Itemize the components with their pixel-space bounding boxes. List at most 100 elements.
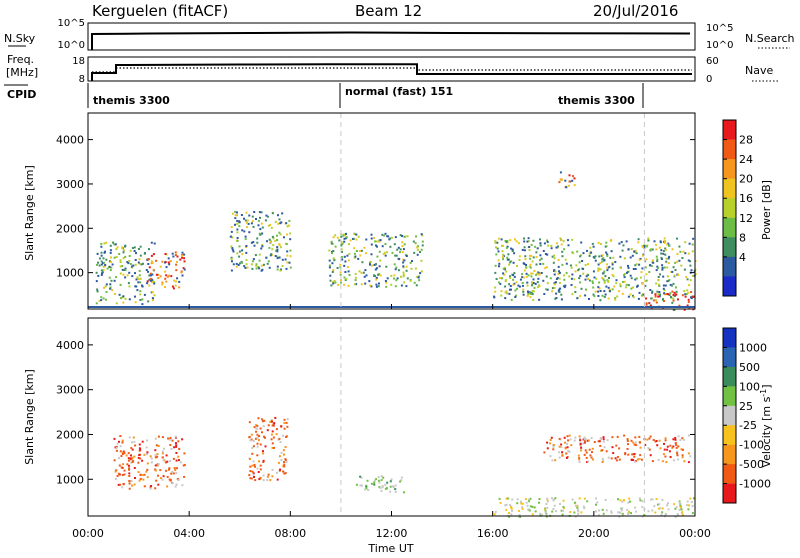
heatmap-cell <box>139 281 142 284</box>
heatmap-cell <box>370 243 373 246</box>
heatmap-cell <box>549 442 552 445</box>
heatmap-cell <box>401 235 404 237</box>
heatmap-cell <box>493 296 496 299</box>
heatmap-cell <box>508 263 511 266</box>
heatmap-cell <box>365 274 368 277</box>
heatmap-cell <box>611 288 614 291</box>
heatmap-cell <box>417 245 420 248</box>
heatmap-cell <box>250 263 253 266</box>
heatmap-cell <box>183 452 186 455</box>
heatmap-cell <box>146 280 149 283</box>
heatmap-cell <box>683 460 686 463</box>
colorbar-swatch <box>723 405 736 426</box>
heatmap-cell <box>244 237 247 240</box>
heatmap-cell <box>510 506 513 509</box>
heatmap-cell <box>400 479 403 482</box>
heatmap-cell <box>360 271 363 274</box>
heatmap-cell <box>276 478 279 481</box>
nsky-trace <box>91 31 691 50</box>
heatmap-cell <box>643 244 646 247</box>
heatmap-cell <box>625 283 628 286</box>
heatmap-cell <box>375 240 378 243</box>
heatmap-cell <box>364 282 367 285</box>
heatmap-cell <box>139 457 142 460</box>
heatmap-cell <box>524 498 527 501</box>
heatmap-cell <box>104 250 106 253</box>
heatmap-cell <box>527 240 530 243</box>
heatmap-cell <box>183 475 186 478</box>
heatmap-cell <box>396 248 399 251</box>
heatmap-cell <box>122 295 125 298</box>
heatmap-cell <box>553 286 556 289</box>
heatmap-cell <box>162 459 165 461</box>
heatmap-cell <box>379 259 382 262</box>
colorbar-frame <box>722 119 737 297</box>
heatmap-cell <box>630 248 633 251</box>
heatmap-cell <box>279 222 282 225</box>
heatmap-cell <box>666 266 669 269</box>
heatmap-cell <box>166 460 169 463</box>
heatmap-cell <box>124 245 126 248</box>
heatmap-cell <box>599 243 602 245</box>
heatmap-cell <box>619 255 622 258</box>
heatmap-cell <box>527 508 530 511</box>
heatmap-cell <box>256 241 259 244</box>
heatmap-cell <box>509 261 512 264</box>
heatmap-cell <box>601 449 604 452</box>
heatmap-cell <box>555 292 558 295</box>
heatmap-cell <box>251 267 254 270</box>
heatmap-cell <box>677 458 680 461</box>
heatmap-cell <box>540 257 543 260</box>
heatmap-cell <box>672 445 675 448</box>
heatmap-cell <box>603 270 606 273</box>
heatmap-cell <box>262 450 264 453</box>
heatmap-cell <box>139 254 142 257</box>
cpid-segment-2: normal (fast) 151 <box>345 85 453 98</box>
heatmap-cell <box>684 293 687 296</box>
heatmap-cell <box>659 293 661 296</box>
heatmap-cell <box>558 288 561 291</box>
heatmap-cell <box>128 487 131 490</box>
heatmap-cell <box>348 243 350 246</box>
heatmap-cell <box>154 437 157 440</box>
heatmap-cell <box>354 273 357 275</box>
heatmap-cell <box>496 247 499 250</box>
heatmap-cell <box>266 479 269 482</box>
heatmap-cell <box>405 265 408 268</box>
heatmap-cell <box>114 446 117 449</box>
heatmap-cell <box>680 264 683 267</box>
heatmap-cell <box>595 277 598 280</box>
heatmap-cell <box>514 296 517 298</box>
heatmap-cell <box>554 297 557 300</box>
heatmap-cell <box>161 283 164 286</box>
heatmap-cell <box>157 445 160 447</box>
heatmap-cell <box>579 439 582 442</box>
heatmap-cell <box>502 258 504 261</box>
heatmap-cell <box>340 235 343 238</box>
heatmap-cell <box>252 440 255 443</box>
heatmap-cell <box>551 510 554 513</box>
heatmap-cell <box>154 464 157 467</box>
heatmap-cell <box>654 293 657 296</box>
heatmap-cell <box>285 461 288 464</box>
heatmap-cell <box>545 288 548 291</box>
heatmap-cell <box>528 509 531 512</box>
heatmap-cell <box>236 231 239 234</box>
heatmap-cell <box>597 514 600 517</box>
heatmap-cell <box>137 278 140 281</box>
heatmap-cell <box>594 259 597 262</box>
heatmap-cell <box>549 455 552 458</box>
heatmap-cell <box>264 436 266 439</box>
heatmap-cell <box>651 259 654 262</box>
heatmap-cell <box>612 452 615 454</box>
heatmap-cell <box>261 232 264 235</box>
heatmap-cell <box>283 427 286 430</box>
heatmap-cell <box>377 476 380 479</box>
heatmap-cell <box>672 299 675 302</box>
heatmap-cell <box>599 299 602 302</box>
heatmap-cell <box>573 439 576 442</box>
heatmap-cell <box>618 511 621 514</box>
heatmap-cell <box>254 479 257 482</box>
heatmap-cell <box>601 508 604 511</box>
heatmap-cell <box>103 265 106 268</box>
